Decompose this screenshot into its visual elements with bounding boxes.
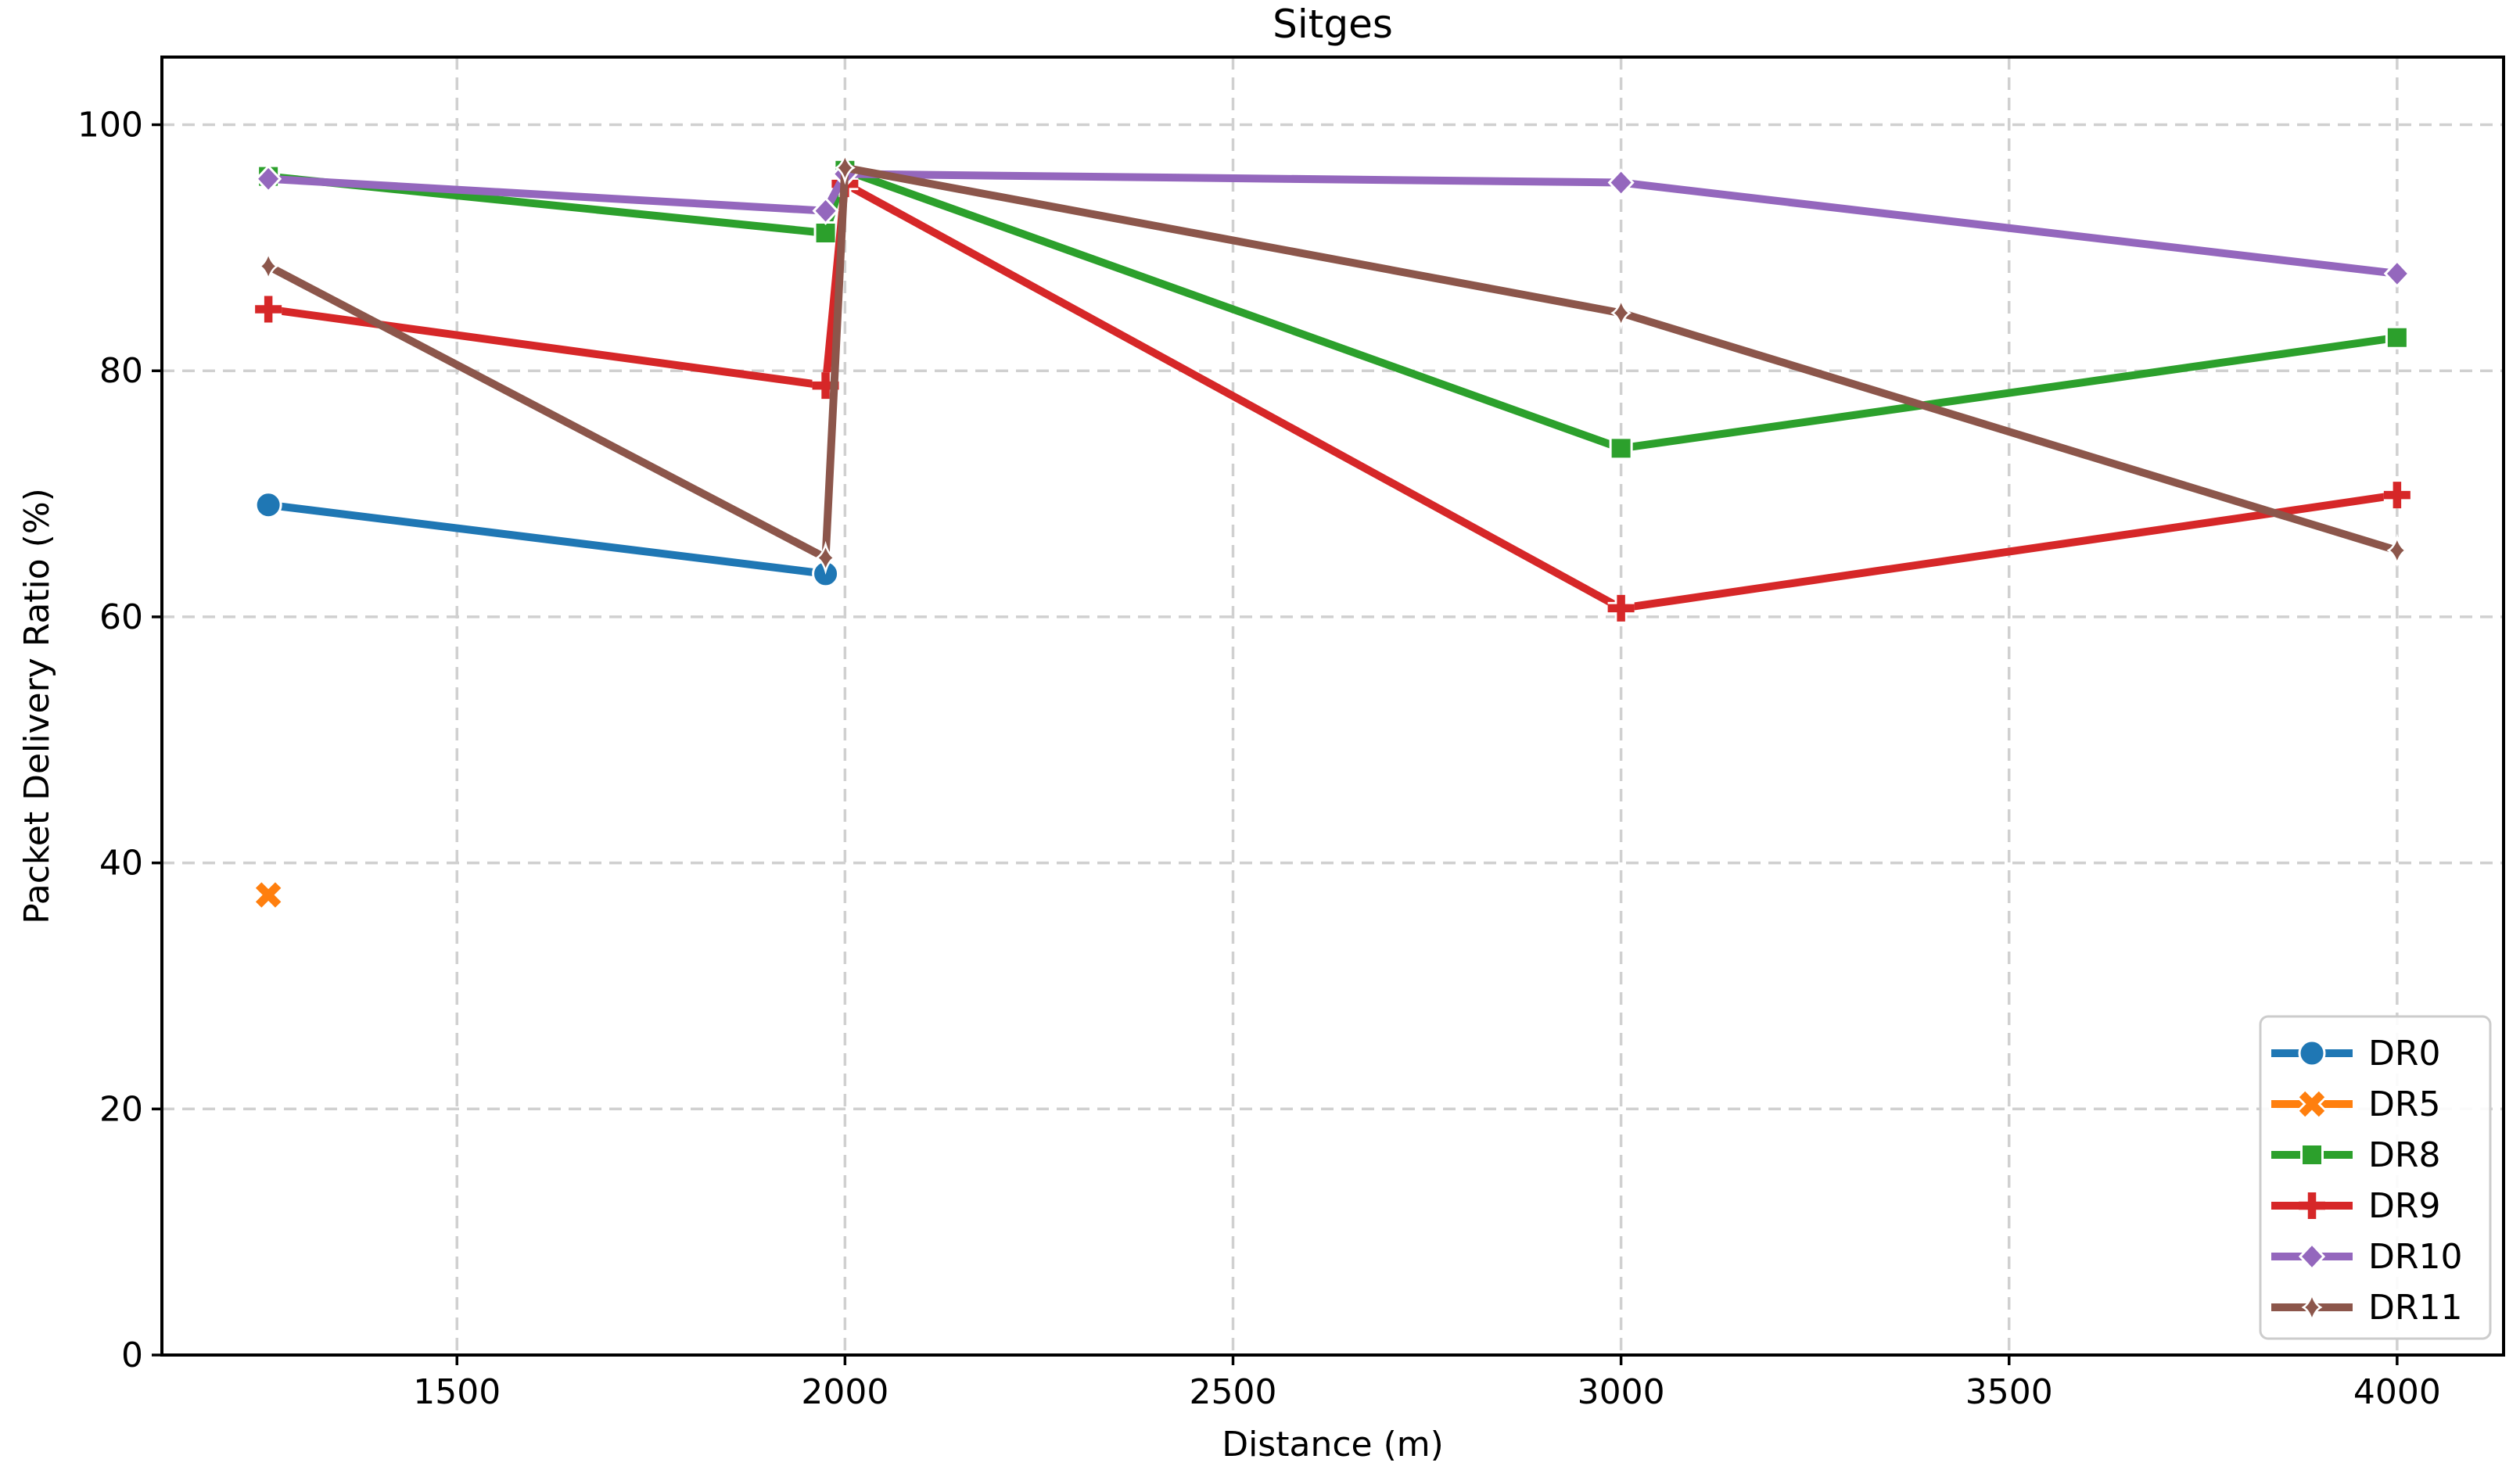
series-line-DR8 xyxy=(267,166,2398,453)
legend-marker-DR10 xyxy=(2298,1242,2326,1271)
data-point-DR8-1975 xyxy=(813,221,838,246)
data-point-DR10-4000 xyxy=(2383,259,2411,289)
legend-marker-DR0 xyxy=(2298,1039,2326,1067)
data-point-DR10-3000 xyxy=(1607,168,1635,197)
x-tick-label-2500: 2500 xyxy=(1190,1372,1277,1412)
legend-label-DR10: DR10 xyxy=(2368,1237,2462,1277)
series-line-DR11 xyxy=(266,163,2399,562)
y-axis-label: Packet Delivery Ratio (%) xyxy=(17,488,57,924)
y-tick-label-100: 100 xyxy=(77,106,143,145)
x-tick-label-2000: 2000 xyxy=(801,1372,888,1412)
legend-label-DR9: DR9 xyxy=(2368,1186,2440,1226)
data-point-DR11-1975 xyxy=(815,540,836,575)
legend-item-DR8: DR8 xyxy=(2271,1135,2440,1175)
legend-item-DR9: DR9 xyxy=(2271,1186,2440,1226)
legend-item-DR10: DR10 xyxy=(2271,1237,2462,1277)
y-tick-label-40: 40 xyxy=(99,844,143,884)
data-point-DR8-3000 xyxy=(1609,436,1633,461)
data-point-DR0-1257 xyxy=(254,491,282,519)
data-point-DR9-4000 xyxy=(2383,482,2411,509)
data-point-DR9-1257 xyxy=(255,296,282,323)
data-point-DR11-3000 xyxy=(1610,296,1632,330)
legend-label-DR5: DR5 xyxy=(2368,1084,2440,1124)
data-point-DR10-1257 xyxy=(255,164,282,193)
legend-marker-DR9 xyxy=(2299,1192,2325,1219)
plot-border xyxy=(160,56,2505,1357)
series-line-DR0 xyxy=(267,500,827,578)
legend-marker-DR5 xyxy=(2297,1089,2327,1119)
tick-layer: 1500 2000 2500 3000 3500 4000 0 20 40 60 80 100 xyxy=(77,106,2441,1412)
legend-marker-DR8 xyxy=(2300,1143,2324,1167)
legend-label-DR8: DR8 xyxy=(2368,1135,2440,1175)
legend-item-DR0: DR0 xyxy=(2271,1034,2440,1074)
legend-label-DR0: DR0 xyxy=(2368,1034,2440,1074)
grid-layer xyxy=(162,57,2504,1357)
x-tick-label-3500: 3500 xyxy=(1965,1372,2053,1412)
y-tick-label-60: 60 xyxy=(99,597,143,637)
x-tick-label-3000: 3000 xyxy=(1578,1372,1665,1412)
legend-marker-DR11 xyxy=(2301,1290,2323,1325)
data-point-DR9-3000 xyxy=(1607,594,1635,622)
data-point-DR10-1975 xyxy=(812,196,839,225)
legend-item-DR11: DR11 xyxy=(2271,1288,2462,1328)
y-tick-label-80: 80 xyxy=(99,351,143,391)
data-point-DR11-4000 xyxy=(2386,533,2408,568)
legend-layer: DR0 DR5 DR8 DR9 DR10 DR11 xyxy=(2259,1015,2492,1340)
chart-title: Sitges xyxy=(1273,2,1393,47)
legend-label-DR11: DR11 xyxy=(2368,1288,2462,1328)
x-tick-label-1500: 1500 xyxy=(413,1372,501,1412)
data-point-DR5-1257 xyxy=(253,880,283,909)
data-point-DR11-2000 xyxy=(834,150,856,185)
y-tick-label-20: 20 xyxy=(99,1089,143,1129)
series-layer xyxy=(253,150,2411,909)
x-tick-label-4000: 4000 xyxy=(2353,1372,2441,1412)
y-tick-label-0: 0 xyxy=(121,1335,143,1375)
data-point-DR11-1257 xyxy=(257,249,279,284)
legend-item-DR5: DR5 xyxy=(2271,1084,2440,1124)
x-axis-label: Distance (m) xyxy=(1222,1425,1444,1464)
data-point-DR8-4000 xyxy=(2385,325,2409,350)
